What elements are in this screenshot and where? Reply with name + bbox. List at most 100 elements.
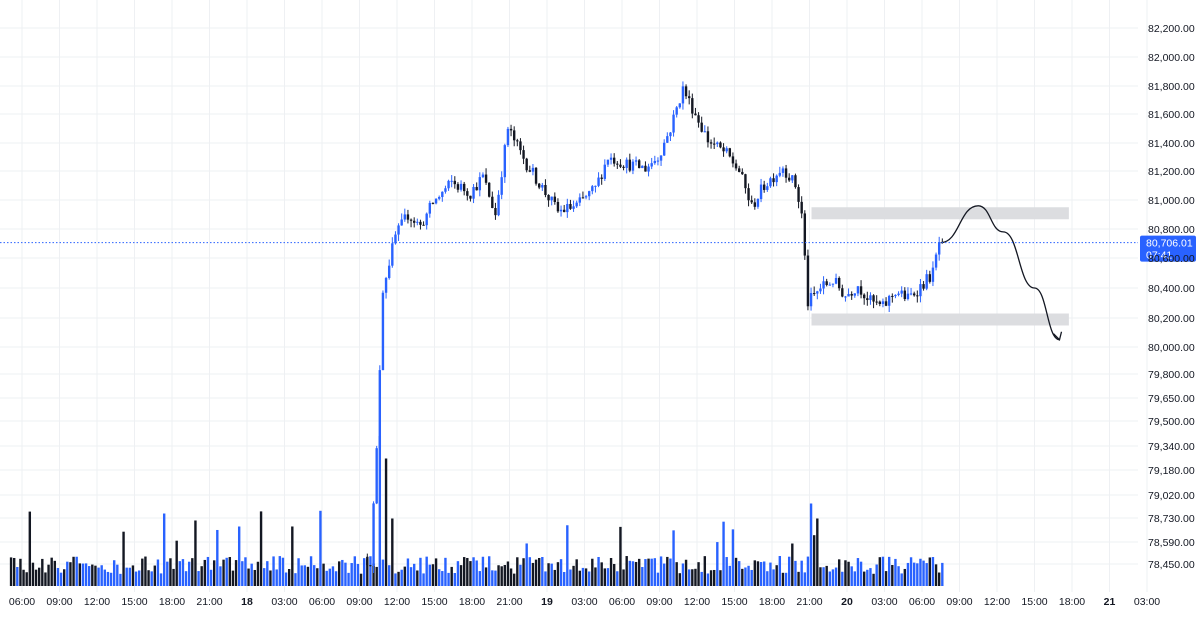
candle-body	[366, 559, 369, 566]
candle-body	[556, 201, 560, 212]
price-tick-label: 78,590.00	[1148, 537, 1195, 549]
volume-bar	[166, 561, 169, 586]
candle-body	[716, 142, 719, 145]
volume-bar	[184, 571, 188, 586]
volume-bar	[203, 559, 207, 586]
candle-body	[791, 175, 794, 181]
volume-bar	[941, 562, 944, 586]
candle-body	[634, 160, 638, 162]
candle-body	[650, 163, 653, 167]
volume-bar	[728, 565, 732, 586]
volume-bar	[459, 565, 463, 586]
price-axis[interactable]: 82,200.00 82,000.00 81,800.00 81,600.00 81,4…	[1148, 23, 1195, 571]
volume-bar	[866, 569, 869, 586]
time-axis[interactable]: 06:00 09:00 12:00 15:00 18:00 21:00 18 03:00 06:…	[9, 596, 1160, 608]
volume-bar	[594, 567, 597, 586]
volume-bar	[272, 556, 275, 586]
time-tick-label: 09:00	[346, 596, 372, 608]
volume-bar	[797, 571, 800, 586]
price-tick-label: 79,180.00	[1148, 465, 1195, 477]
volume-bar	[69, 562, 72, 586]
volume-bar	[319, 510, 322, 586]
volume-bar	[359, 573, 363, 586]
candle-body	[912, 293, 916, 296]
volume-bar	[900, 573, 903, 586]
volume-bar	[262, 568, 266, 586]
candle-body	[616, 163, 619, 165]
volume-bar	[766, 571, 769, 586]
time-tick-label: 18:00	[459, 596, 485, 608]
volume-bar	[422, 573, 425, 586]
volume-bar	[641, 567, 644, 586]
volume-bar	[484, 567, 488, 586]
volume-bar	[191, 558, 194, 586]
volume-bar	[503, 564, 507, 586]
volume-bar	[547, 563, 550, 586]
candle-body	[837, 277, 841, 289]
price-tick-label: 80,800.00	[1148, 224, 1195, 236]
price-tick-label: 81,800.00	[1148, 81, 1195, 93]
candle-body	[566, 203, 569, 213]
candle-body	[394, 234, 397, 244]
volume-bar	[159, 573, 163, 586]
volume-bar	[475, 560, 478, 586]
candle-body	[919, 284, 922, 297]
volume-bar	[12, 557, 16, 586]
candle-body	[431, 202, 435, 204]
volume-bar	[697, 562, 700, 586]
candle-body	[578, 197, 582, 203]
volume-bar	[637, 558, 641, 586]
volume-bar	[769, 562, 772, 586]
volume-bar	[872, 573, 875, 586]
candle-body	[669, 132, 672, 137]
candle-body	[691, 98, 694, 114]
candle-body	[731, 156, 735, 164]
volume-bar	[381, 559, 385, 586]
volume-bar	[787, 556, 791, 586]
price-tick-label: 81,000.00	[1148, 195, 1195, 207]
candle-body	[453, 180, 457, 185]
volume-bar	[519, 564, 522, 586]
volume-bar	[31, 562, 35, 586]
candle-body	[719, 142, 722, 148]
candle-body	[406, 214, 410, 220]
candles	[366, 81, 944, 573]
candle-body	[500, 177, 503, 195]
candle-body	[456, 184, 460, 190]
volume-bar	[147, 570, 150, 586]
volume-bar	[756, 561, 760, 586]
volume-bar	[506, 561, 510, 586]
volume-bar	[62, 569, 66, 586]
candle-body	[825, 281, 828, 285]
volume-bar	[291, 526, 294, 586]
candle-body	[575, 202, 578, 207]
volume-bar	[172, 568, 175, 586]
candle-body	[537, 183, 541, 188]
volume-bar	[894, 558, 897, 586]
volume-bar	[531, 562, 535, 586]
volume-bar	[741, 568, 744, 586]
volume-bar	[125, 567, 128, 586]
candle-body	[397, 225, 400, 235]
volume-bar	[816, 518, 819, 586]
zones	[811, 207, 1069, 326]
time-tick-label: 15:00	[1021, 596, 1047, 608]
volume-bar	[225, 557, 228, 586]
volume-bar	[578, 570, 582, 586]
volume-bar	[128, 567, 132, 586]
volume-bar	[609, 558, 613, 586]
last-price-tag[interactable]	[1140, 235, 1196, 262]
time-tick-label: 15:00	[721, 596, 747, 608]
volume-bar	[862, 571, 866, 586]
candle-body	[475, 186, 478, 191]
volume-bar	[34, 569, 38, 586]
candle-body	[866, 298, 869, 301]
volume-bar	[219, 566, 222, 586]
candle-body	[887, 295, 891, 306]
volume-bar	[812, 535, 816, 586]
volume-bar	[844, 560, 847, 586]
candle-body	[775, 175, 778, 183]
volume-bar	[612, 563, 616, 586]
candle-body	[797, 187, 800, 202]
